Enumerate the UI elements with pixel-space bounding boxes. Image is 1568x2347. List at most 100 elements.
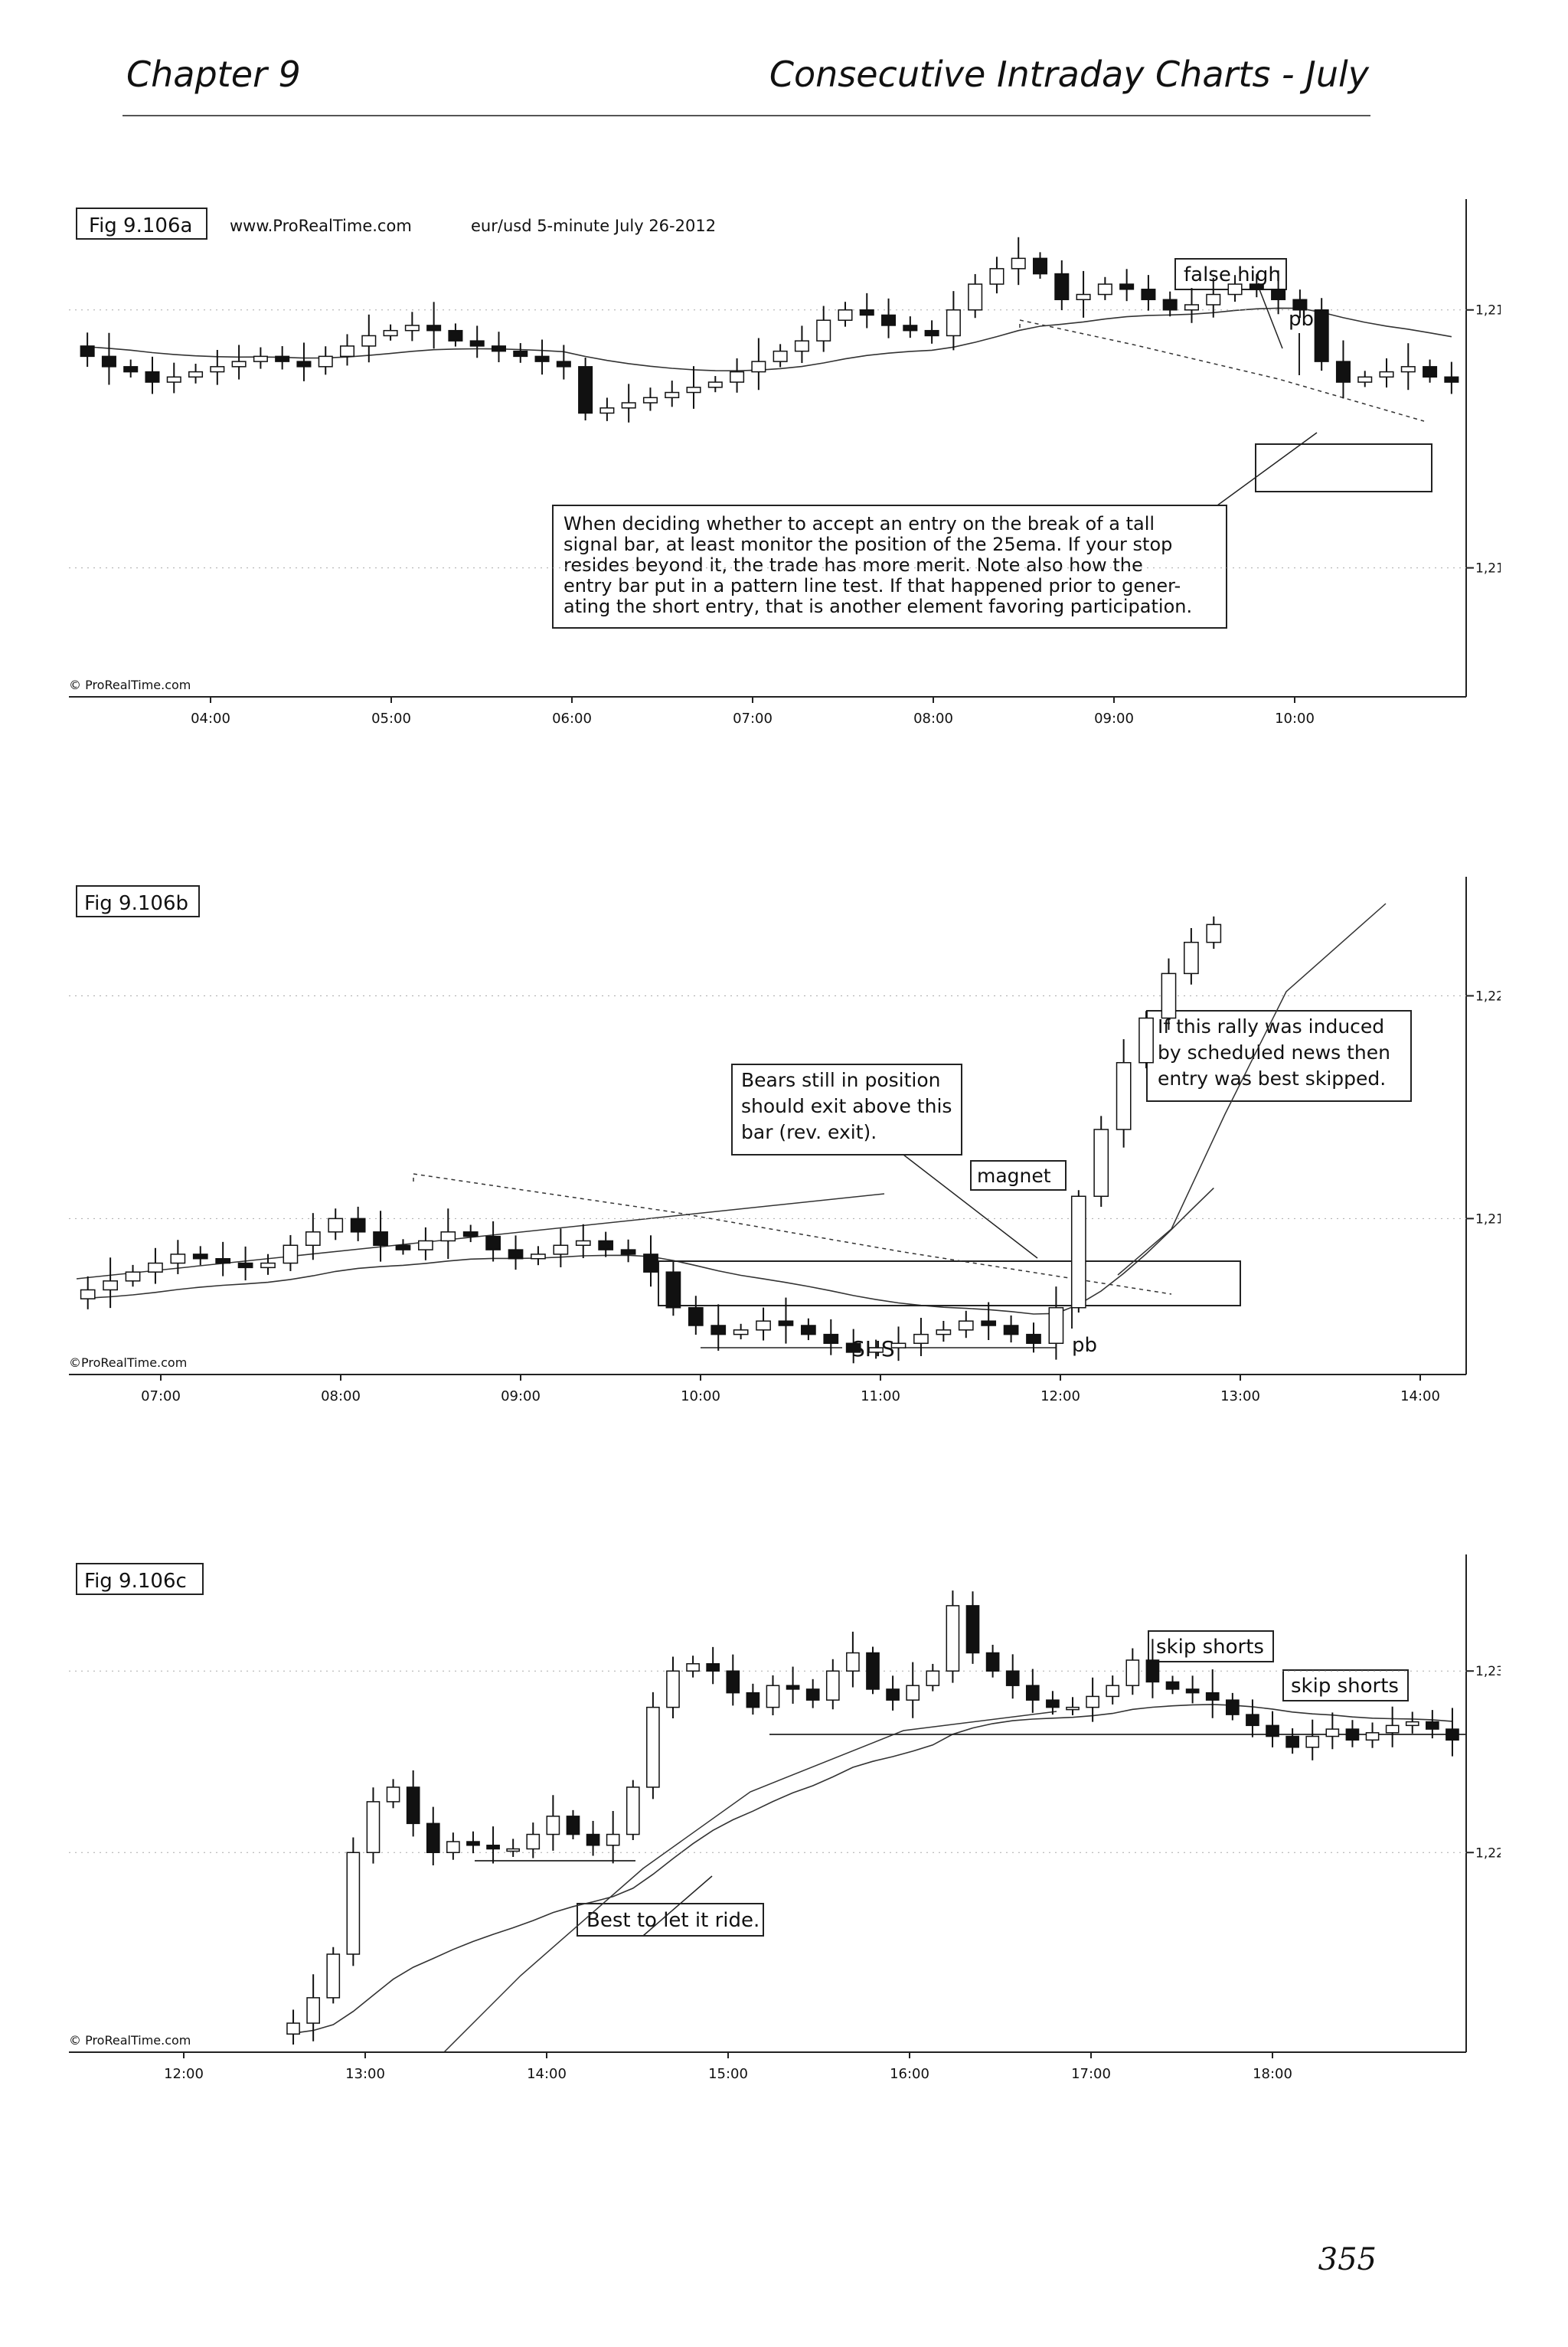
- candle-body-down: [237, 1262, 253, 1269]
- candle: [305, 1213, 321, 1260]
- candle: [1426, 1710, 1439, 1739]
- candle: [237, 1246, 253, 1281]
- x-tick-label: 14:00: [1400, 1388, 1440, 1404]
- candle: [1116, 1039, 1132, 1148]
- candle-body-up: [366, 1801, 381, 1854]
- candle-body-up: [1357, 376, 1373, 383]
- page-number: 355: [1318, 2242, 1377, 2277]
- annotation-magnet: magnet: [977, 1165, 1051, 1187]
- ema-continuation: [443, 1711, 1057, 2053]
- annotation-let-it-ride: Best to let it ride.: [586, 1909, 760, 1932]
- candle-body-up: [665, 391, 680, 399]
- candle: [404, 312, 420, 342]
- candle: [599, 397, 615, 421]
- candle-body-down: [469, 340, 485, 347]
- range-box: [658, 1260, 1241, 1306]
- annotation-line: signal bar, at least monitor the positio…: [564, 534, 1172, 555]
- y-tick-label: 1,23: [1475, 1664, 1501, 1679]
- candle: [890, 1326, 906, 1361]
- candle-body-up: [446, 1841, 460, 1854]
- candle-body-up: [606, 1833, 620, 1846]
- chart-fig-9-106b: Fig 9.106b Bears still in position shoul…: [69, 877, 1501, 1404]
- candle-body-up: [642, 397, 658, 404]
- candle-body-up: [816, 319, 831, 342]
- callout-pointer: [903, 1154, 1038, 1259]
- candle: [881, 298, 897, 338]
- candle-body-down: [101, 355, 116, 368]
- candle-body-up: [766, 1685, 780, 1708]
- copyright-label: ©ProRealTime.com: [69, 1355, 187, 1370]
- annotation-line: If this rally was induced: [1158, 1015, 1384, 1038]
- annotation-box: [1148, 1630, 1274, 1662]
- annotation-skip-shorts: skip shorts: [1291, 1675, 1399, 1698]
- candle-body-up: [283, 1244, 299, 1264]
- candle: [386, 1779, 400, 1809]
- candle: [546, 1795, 560, 1851]
- candle-body-down: [123, 366, 139, 373]
- candle: [1446, 1708, 1459, 1757]
- annotation-line: entry bar put in a pattern line test. If…: [564, 575, 1181, 597]
- header-rule: [122, 115, 1370, 116]
- candle-body-up: [1066, 1706, 1080, 1711]
- candle-body-down: [1145, 1659, 1160, 1683]
- candle-body-up: [103, 1280, 118, 1291]
- candle-body-up: [1076, 293, 1091, 301]
- candle: [868, 1339, 884, 1359]
- candle: [486, 1826, 500, 1864]
- candle: [968, 273, 983, 319]
- x-tick-label: 07:00: [141, 1388, 181, 1404]
- annotation-box: [577, 1903, 764, 1937]
- candle-body-up: [626, 1786, 640, 1835]
- candle-body-up: [707, 381, 723, 388]
- annotation-line: Bears still in position: [741, 1069, 940, 1091]
- candle-body-down: [1446, 1728, 1459, 1741]
- candle: [513, 343, 528, 363]
- candle: [730, 358, 745, 393]
- candle-body-down: [80, 345, 95, 358]
- candle-body-down: [426, 1822, 440, 1854]
- candle: [906, 1662, 920, 1718]
- annotation-line: resides beyond it, the trade has more me…: [564, 554, 1143, 576]
- source-label: www.ProRealTime.com: [230, 217, 412, 235]
- candle-body-up: [361, 335, 377, 347]
- candle: [80, 332, 95, 368]
- candle-body-up: [318, 355, 333, 368]
- candle-body-down: [491, 345, 507, 352]
- candle-body-up: [328, 1218, 344, 1233]
- candle: [642, 387, 658, 411]
- candle: [686, 366, 701, 409]
- candle-body-down: [805, 1688, 820, 1701]
- candle: [1249, 273, 1264, 298]
- candle: [903, 316, 918, 338]
- candle-body-down: [1426, 1721, 1439, 1730]
- candle: [103, 1257, 118, 1309]
- candle: [773, 344, 788, 368]
- candle-body-up: [794, 340, 809, 352]
- candle: [823, 1319, 839, 1355]
- candle-body-up: [166, 376, 181, 383]
- candle-body-up: [1106, 1685, 1120, 1698]
- candle-body-up: [253, 355, 268, 362]
- y-tick-label: 1,215: [1475, 1211, 1501, 1227]
- candle: [1184, 927, 1199, 985]
- candle: [1162, 291, 1178, 317]
- candle-body-down: [534, 355, 550, 362]
- candle: [981, 1302, 997, 1341]
- candle: [756, 1307, 771, 1341]
- candle-body-down: [350, 1218, 366, 1233]
- candle-body-down: [373, 1231, 388, 1247]
- candle-body-down: [556, 361, 571, 368]
- figure-label: Fig 9.106b: [84, 892, 188, 915]
- candle-body-down: [513, 350, 528, 358]
- candle-body-down: [275, 355, 290, 362]
- candle-body-up: [1116, 1061, 1132, 1130]
- candle-body-up: [868, 1347, 884, 1353]
- candle: [726, 1654, 740, 1706]
- page-header-title: Consecutive Intraday Charts - July: [769, 54, 1369, 95]
- x-tick-label: 04:00: [191, 711, 230, 727]
- candle-body-up: [148, 1262, 163, 1273]
- candle: [688, 1296, 704, 1335]
- candle: [339, 334, 355, 366]
- candle-body-down: [145, 371, 160, 383]
- candle: [1097, 276, 1112, 300]
